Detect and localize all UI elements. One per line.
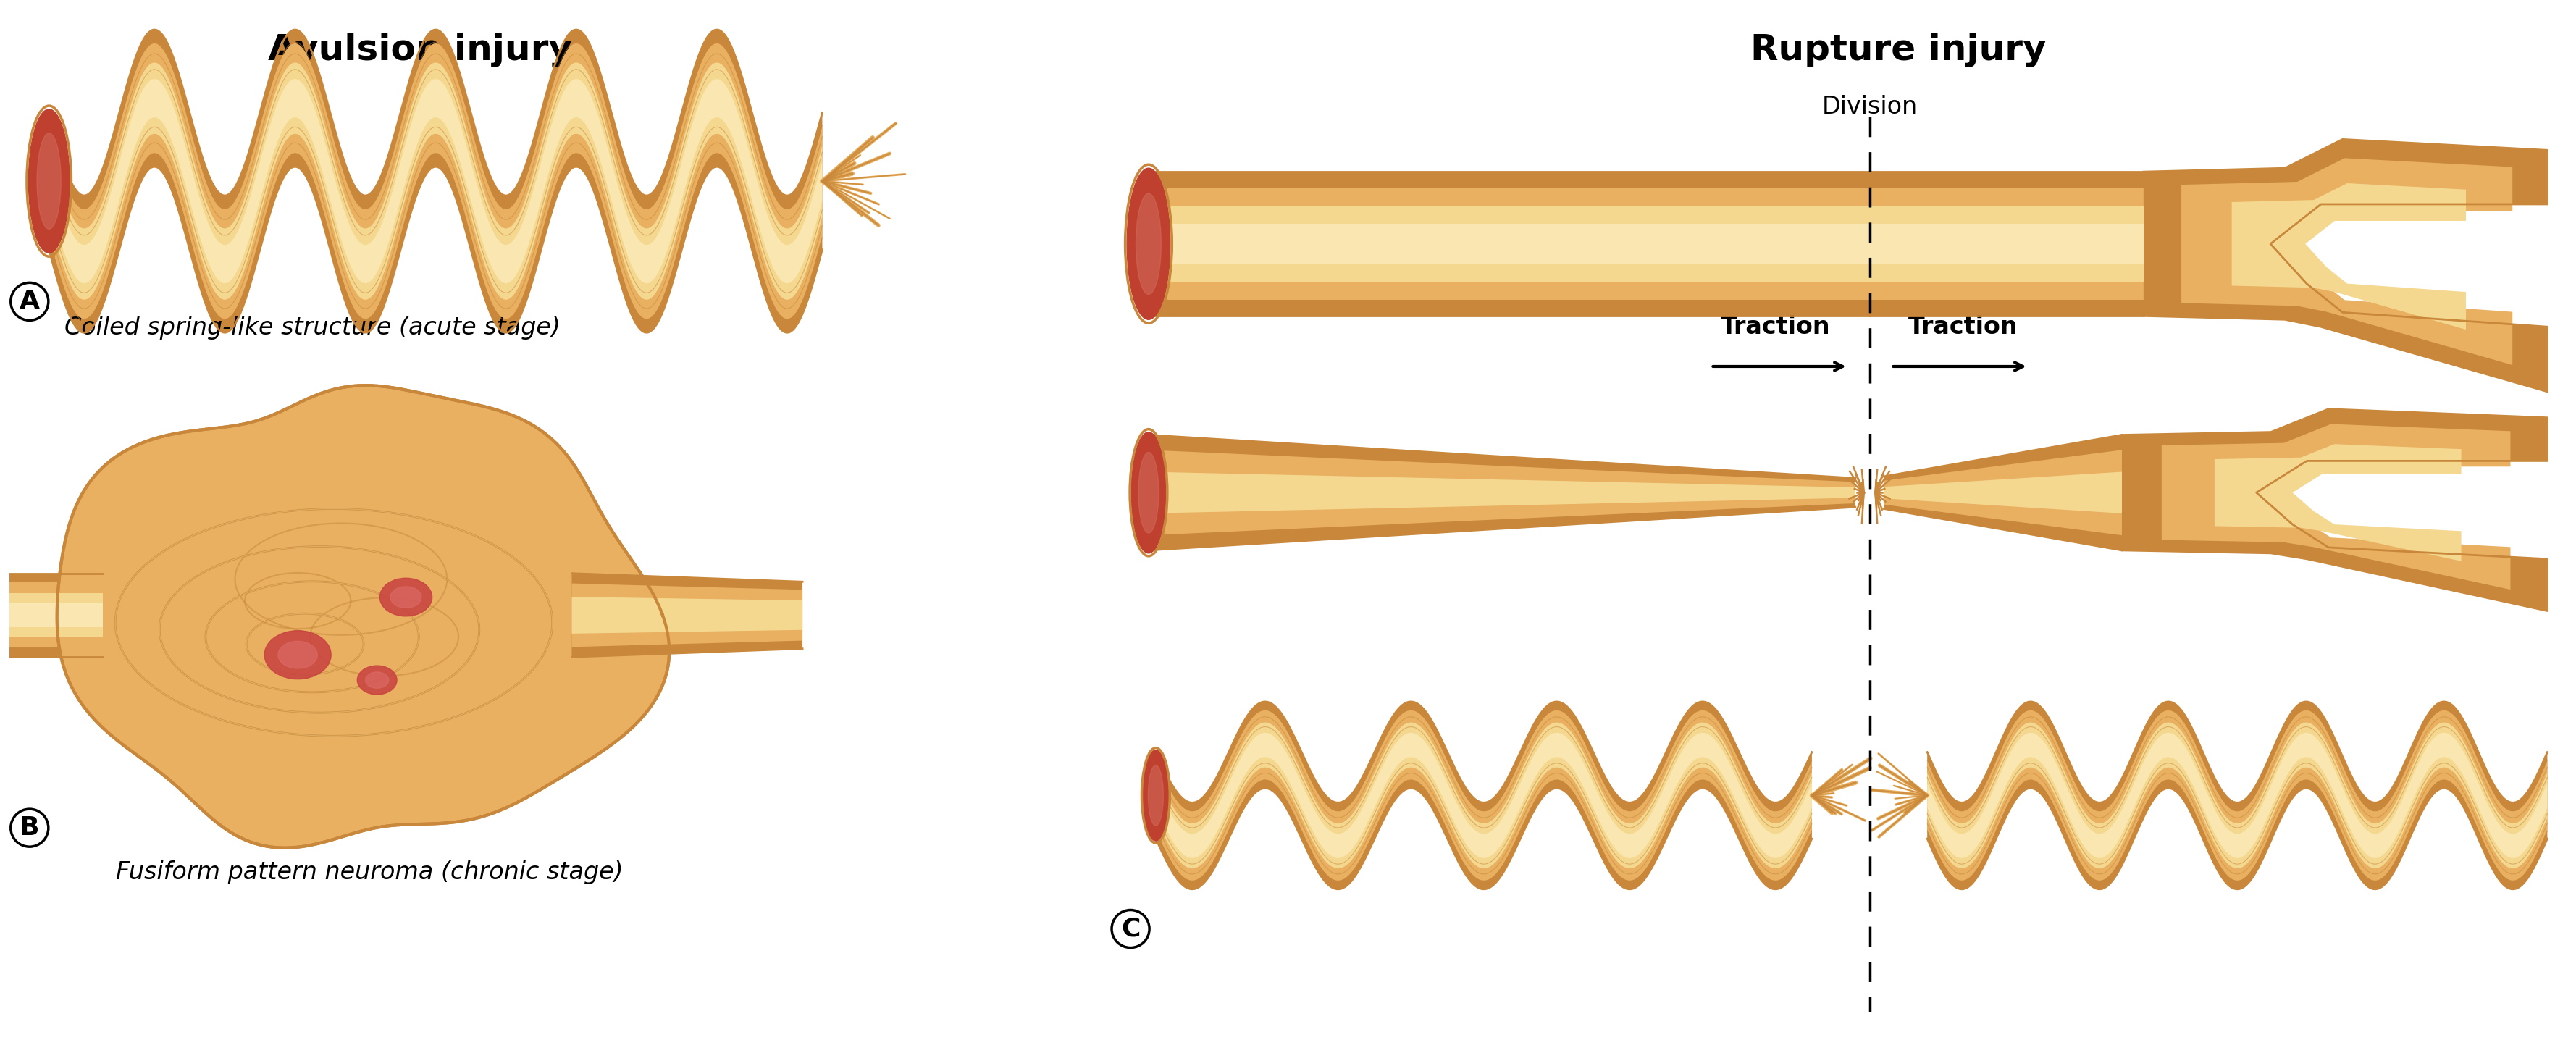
Ellipse shape: [392, 587, 422, 608]
Text: Coiled spring-like structure (acute stage): Coiled spring-like structure (acute stag…: [64, 316, 559, 340]
Text: B: B: [21, 816, 39, 840]
Ellipse shape: [366, 672, 389, 689]
Polygon shape: [2123, 409, 2548, 611]
Ellipse shape: [36, 133, 62, 230]
Text: C: C: [1121, 916, 1141, 941]
Polygon shape: [1883, 472, 2123, 514]
Ellipse shape: [28, 110, 70, 253]
Ellipse shape: [1126, 168, 1170, 319]
Polygon shape: [1927, 722, 2548, 869]
Ellipse shape: [278, 641, 317, 669]
Polygon shape: [57, 385, 670, 848]
Polygon shape: [1149, 435, 1855, 551]
Ellipse shape: [1131, 432, 1167, 553]
Polygon shape: [1870, 187, 2143, 300]
Ellipse shape: [358, 665, 397, 695]
Polygon shape: [1883, 435, 2123, 551]
Polygon shape: [10, 574, 103, 657]
Text: Division: Division: [1821, 95, 1917, 119]
Polygon shape: [1927, 711, 2548, 880]
Polygon shape: [10, 594, 103, 637]
Polygon shape: [1927, 733, 2548, 858]
Ellipse shape: [1144, 750, 1170, 841]
Text: A: A: [21, 290, 39, 314]
Text: Traction: Traction: [1909, 315, 2017, 339]
Polygon shape: [1883, 450, 2123, 535]
Polygon shape: [10, 582, 103, 648]
Polygon shape: [2215, 444, 2460, 561]
Polygon shape: [2182, 158, 2512, 365]
Polygon shape: [49, 79, 822, 283]
Polygon shape: [49, 29, 822, 333]
Ellipse shape: [1139, 452, 1159, 533]
Polygon shape: [1927, 701, 2548, 889]
Ellipse shape: [1149, 766, 1164, 826]
Polygon shape: [1157, 711, 1811, 880]
Text: Rupture injury: Rupture injury: [1752, 33, 2045, 67]
Polygon shape: [2231, 183, 2465, 330]
Polygon shape: [10, 603, 103, 627]
Polygon shape: [1149, 187, 1870, 300]
Polygon shape: [1149, 472, 1855, 514]
Polygon shape: [1149, 206, 1870, 281]
Polygon shape: [1870, 206, 2143, 281]
Ellipse shape: [265, 631, 332, 679]
Polygon shape: [49, 62, 822, 300]
Text: Avulsion injury: Avulsion injury: [268, 33, 572, 67]
Text: Traction: Traction: [1721, 315, 1832, 339]
Polygon shape: [2143, 139, 2548, 392]
Polygon shape: [49, 43, 822, 319]
Ellipse shape: [1136, 194, 1162, 295]
Polygon shape: [1149, 450, 1855, 535]
Polygon shape: [1149, 223, 1870, 264]
Polygon shape: [572, 574, 804, 657]
Polygon shape: [572, 583, 804, 647]
Polygon shape: [1157, 701, 1811, 889]
Polygon shape: [1157, 722, 1811, 869]
Polygon shape: [2161, 424, 2512, 590]
Polygon shape: [572, 597, 804, 634]
Polygon shape: [1149, 172, 1870, 316]
Ellipse shape: [379, 578, 433, 616]
Text: Fusiform pattern neuroma (chronic stage): Fusiform pattern neuroma (chronic stage): [116, 860, 623, 885]
Polygon shape: [1870, 172, 2143, 316]
Polygon shape: [1870, 223, 2143, 264]
Polygon shape: [1157, 733, 1811, 858]
